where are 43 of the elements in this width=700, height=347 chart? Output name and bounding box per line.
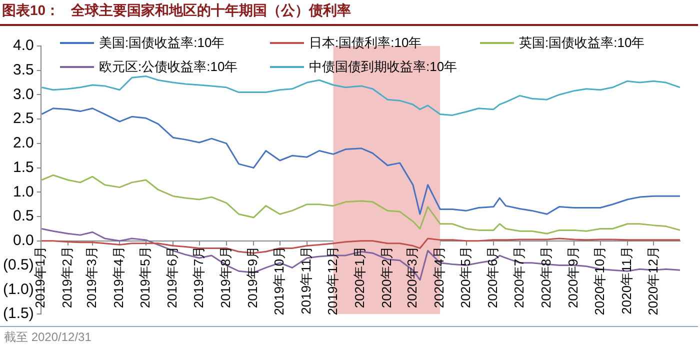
legend-label: 日本:国债利率:10年 [309, 34, 422, 52]
x-tick-label: 2019年7月 [190, 246, 206, 308]
legend-label: 美国:国债收益率:10年 [99, 34, 225, 52]
chart-title: 图表10： 全球主要国家和地区的十年期国（公）债利率 [2, 2, 352, 20]
x-tick-label: 2020年5月 [458, 246, 473, 308]
y-tick-label: 3.5 [12, 62, 34, 79]
x-tick-label: 2020年9月 [566, 246, 581, 308]
x-tick-label: 2020年2月 [379, 246, 394, 308]
x-tick-label: 2020年6月 [485, 246, 500, 308]
x-tick-label: 2020年1月 [352, 246, 367, 308]
x-tick-label: 2019年1月 [32, 246, 48, 308]
x-tick-label: 2019年5月 [137, 246, 152, 308]
y-tick-label: 0.5 [12, 208, 34, 225]
x-tick-label: 2020年3月 [404, 246, 420, 308]
y-tick-label: 4.0 [12, 37, 34, 54]
y-tick-label: 0.0 [12, 232, 34, 250]
x-tick-label: 2020年4月 [432, 246, 447, 308]
y-tick-label: 2.0 [12, 134, 34, 152]
x-tick-label: 2020年12月 [645, 246, 660, 316]
legend-label: 英国:国债收益率:10年 [519, 34, 645, 52]
x-tick-label: 2020年7月 [511, 246, 526, 308]
y-tick-label: 3.0 [12, 86, 34, 103]
x-tick-label: 2019年8月 [218, 246, 234, 308]
legend-label: 中债国债到期收益率:10年 [309, 58, 458, 76]
x-tick-label: 2019年3月 [84, 246, 100, 308]
x-tick-label: 2019年4月 [111, 246, 126, 308]
y-tick-label: 1.5 [12, 158, 34, 176]
text: 截至 2020/12/31 [4, 329, 92, 346]
y-tick-label: 1.0 [12, 183, 34, 200]
y-tick-label: (1.0) [3, 280, 34, 298]
x-tick-label: 2019年11月 [298, 246, 314, 314]
x-tick-label: 2019年6月 [164, 246, 180, 308]
x-tick-label: 2019年9月 [245, 246, 260, 308]
legend-label: 欧元区:公债收益率:10年 [99, 58, 238, 76]
x-tick-label: 2019年2月 [60, 246, 75, 308]
y-tick-label: (1.5) [3, 305, 34, 322]
y-tick-label: 2.5 [12, 110, 34, 128]
y-tick-label: (0.5) [3, 256, 34, 274]
x-tick-label: 2019年12月 [324, 246, 340, 316]
x-tick-label: 2019年10月 [271, 246, 286, 316]
x-tick-label: 2020年8月 [538, 246, 554, 308]
x-tick-label: 2020年11月 [619, 246, 634, 314]
x-tick-label: 2020年10月 [592, 246, 607, 316]
